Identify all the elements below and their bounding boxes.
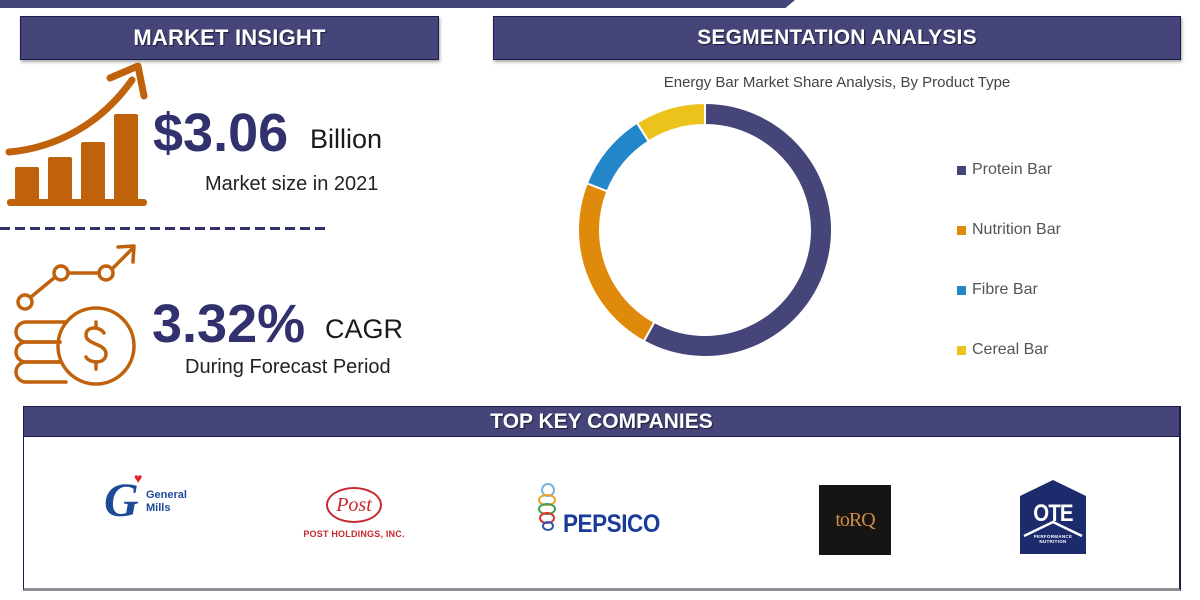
torq-text: toRQ [835, 508, 875, 531]
post-holdings-text: POST HOLDINGS, INC. [303, 529, 405, 539]
legend-swatch [957, 285, 966, 295]
legend-item-protein-bar: Protein Bar [957, 140, 1061, 200]
dashed-divider [0, 227, 325, 230]
donut-segment-protein-bar [642, 101, 833, 358]
donut-chart [577, 101, 833, 358]
market-size-unit: Billion [310, 124, 383, 154]
legend-item-nutrition-bar: Nutrition Bar [957, 200, 1061, 260]
legend-swatch [957, 345, 966, 355]
segmentation-title: SEGMENTATION ANALYSIS [697, 26, 977, 49]
pepsico-globe-icon [538, 483, 556, 531]
legend-label: Fibre Bar [972, 281, 1038, 298]
general-mills-logo: G ♥ General Mills [104, 467, 214, 537]
pepsico-logo: PEPSICO [536, 482, 666, 542]
ote-logo: OTE PERFORMANCE NUTRITION [1018, 478, 1088, 556]
market-insight-title: MARKET INSIGHT [133, 25, 326, 50]
donut-segment-fibre-bar [585, 121, 651, 193]
legend-item-fibre-bar: Fibre Bar [957, 260, 1061, 320]
legend-label: Nutrition Bar [972, 221, 1061, 238]
cagr-unit: CAGR [325, 314, 404, 344]
chart-title: Energy Bar Market Share Analysis, By Pro… [663, 74, 1011, 91]
pepsico-text: PEPSICO [563, 510, 660, 538]
market-size-value: $3.06 [153, 103, 289, 163]
donut-segment-nutrition-bar [577, 181, 656, 343]
ote-sub2: NUTRITION [1039, 539, 1067, 544]
top-key-companies-header: TOP KEY COMPANIES [24, 407, 1179, 437]
ote-sub1: PERFORMANCE [1033, 534, 1073, 539]
market-insight-header: MARKET INSIGHT [20, 16, 439, 60]
chart-legend: Protein Bar Nutrition Bar Fibre Bar Cere… [957, 140, 1061, 380]
torq-logo: toRQ [819, 485, 891, 555]
segmentation-analysis-header: SEGMENTATION ANALYSIS [493, 16, 1181, 60]
general-mills-line1: General [146, 489, 187, 501]
growth-bar-chart-icon [5, 62, 148, 206]
general-mills-g-icon: G [104, 474, 139, 527]
legend-item-cereal-bar: Cereal Bar [957, 320, 1061, 380]
top-key-companies-panel: TOP KEY COMPANIES G ♥ General Mills Post… [23, 406, 1181, 591]
coins-growth-icon [14, 244, 136, 386]
legend-swatch [957, 165, 966, 175]
top-decorative-strip [0, 0, 795, 8]
cagr-value: 3.32% [152, 294, 306, 354]
top-key-companies-title: TOP KEY COMPANIES [490, 409, 713, 433]
ote-text: OTE [1033, 500, 1073, 527]
cagr-caption: During Forecast Period [185, 356, 391, 378]
post-oval-mark: Post [326, 487, 382, 523]
donut-segment-cereal-bar [635, 101, 706, 143]
general-mills-line2: Mills [146, 502, 171, 514]
heart-icon: ♥ [134, 470, 143, 486]
post-holdings-logo: Post POST HOLDINGS, INC. [299, 487, 409, 552]
legend-label: Cereal Bar [972, 341, 1049, 358]
ote-house-icon [1020, 480, 1086, 554]
legend-swatch [957, 225, 966, 235]
legend-label: Protein Bar [972, 161, 1053, 178]
market-size-caption: Market size in 2021 [205, 173, 379, 195]
